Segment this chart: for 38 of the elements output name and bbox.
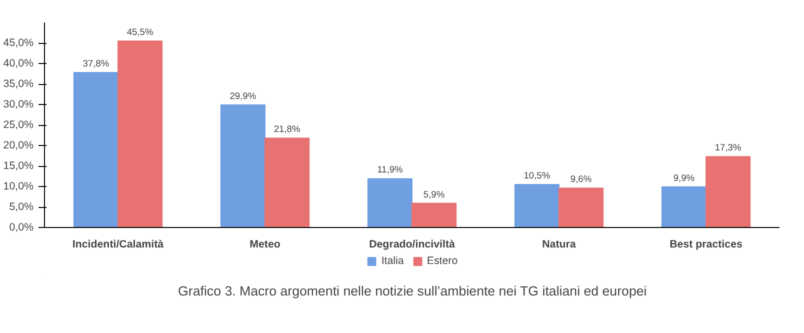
bar xyxy=(706,156,751,228)
y-tick-label: 10,0% xyxy=(3,180,34,192)
data-label: 11,9% xyxy=(377,164,403,175)
y-tick-label: 35,0% xyxy=(3,78,34,90)
data-label: 45,5% xyxy=(126,26,154,37)
text: Grafico 3. Macro argomenti nelle notizie sull’ambiente nei TG italiani ed europei xyxy=(178,284,647,298)
bar xyxy=(264,138,310,228)
x-tick-label: Best practices xyxy=(670,238,742,250)
data-label: 21,8% xyxy=(274,124,300,134)
data-label: 17,3% xyxy=(714,142,742,153)
data-label: 29,9% xyxy=(230,90,256,101)
y-tick-label: 5,0% xyxy=(9,201,34,213)
bar xyxy=(367,178,412,228)
legend-label: Estero xyxy=(426,255,458,267)
bar xyxy=(220,104,266,228)
y-tick-label: 30,0% xyxy=(3,98,34,110)
y-tick-label: 40,0% xyxy=(3,58,34,70)
y-tick-label: 15,0% xyxy=(3,160,34,172)
bar xyxy=(558,188,604,228)
x-tick-label: Meteo xyxy=(250,238,281,250)
bar xyxy=(661,186,706,228)
bar xyxy=(412,202,457,228)
bar xyxy=(514,184,560,228)
data-label: 9,6% xyxy=(570,174,592,184)
data-label: 10,5% xyxy=(524,170,550,180)
x-tick-label: Incidenti/Calamità xyxy=(72,238,164,250)
bar xyxy=(73,72,118,228)
legend-label: Italia xyxy=(381,255,404,267)
data-label: 5,9% xyxy=(423,189,445,200)
data-label: 37,8% xyxy=(82,58,110,69)
x-tick-label: Natura xyxy=(542,238,576,250)
y-tick-label: 25,0% xyxy=(3,119,34,131)
x-tick-label: Degrado/inciviltà xyxy=(369,238,456,250)
y-tick-label: 45,0% xyxy=(3,37,34,49)
y-tick-label: 20,0% xyxy=(3,140,34,152)
bar xyxy=(118,40,163,228)
y-tick-label: 0,0% xyxy=(9,222,34,234)
data-label: 9,9% xyxy=(673,172,695,183)
